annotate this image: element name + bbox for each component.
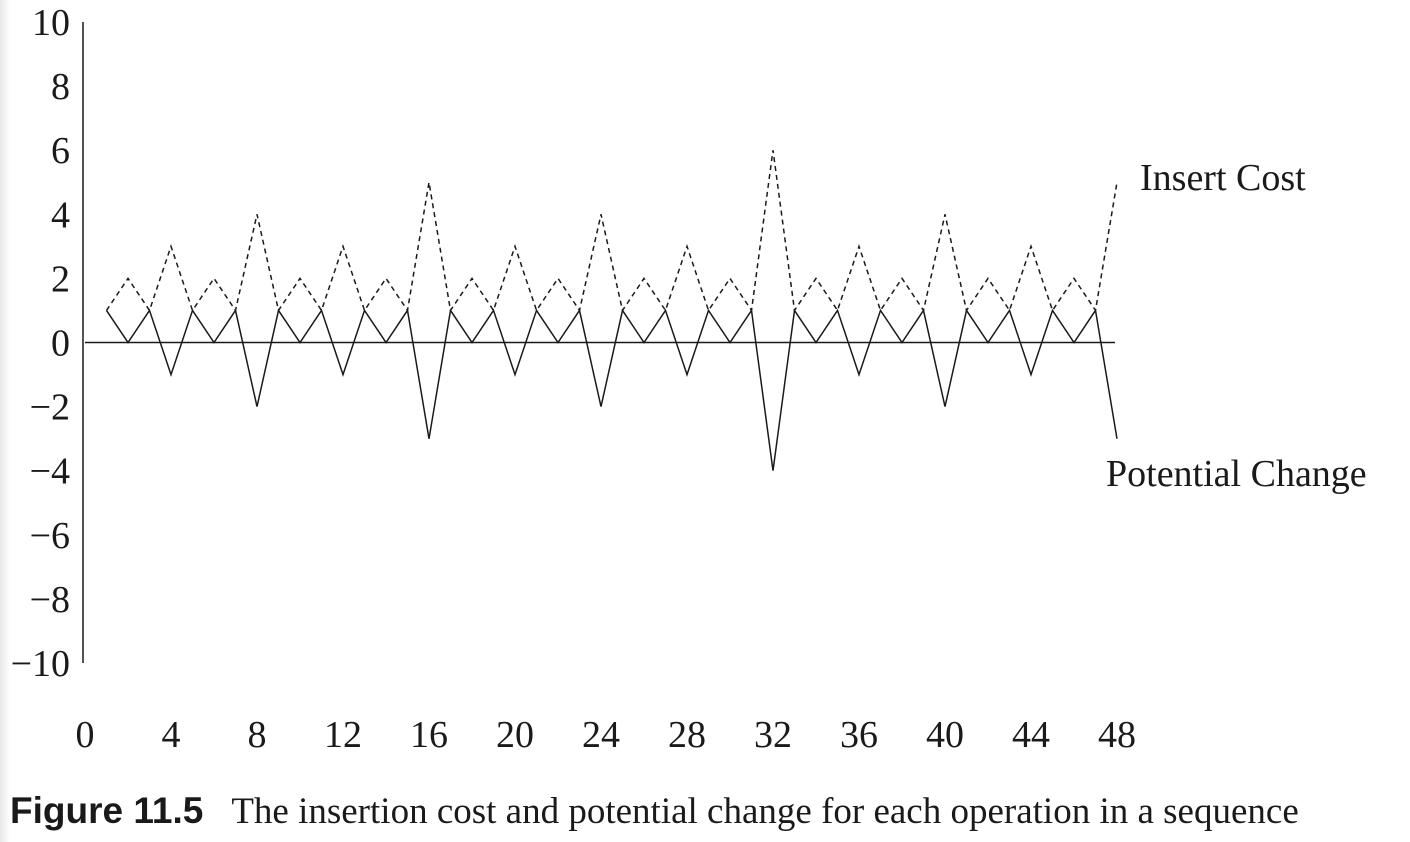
- x-tick-label: 40: [926, 714, 964, 756]
- caption-text: The insertion cost and potential change …: [231, 791, 1299, 832]
- x-tick-label: 0: [76, 714, 95, 756]
- series-line-insert-cost: [105, 150, 1118, 313]
- x-tick-label: 4: [162, 714, 181, 756]
- x-tick-label: 16: [410, 714, 448, 756]
- y-tick-labels: 10 8 6 4 2 0 −2 −4 −6 −8 −10: [11, 2, 70, 685]
- series-label-insert-cost: Insert Cost: [1140, 157, 1306, 199]
- y-tick-label: −8: [30, 579, 70, 621]
- x-tick-labels: 0 4 8 12 16 20 24 28 32 36 40 44 48: [76, 714, 1137, 756]
- x-tick-label: 20: [496, 714, 534, 756]
- x-tick-label: 36: [840, 714, 878, 756]
- series-lines: [105, 150, 1118, 471]
- axes: [82, 22, 1115, 663]
- y-tick-label: 6: [51, 130, 70, 172]
- y-tick-label: 4: [51, 194, 70, 236]
- y-tick-label: −10: [11, 643, 70, 685]
- y-tick-label: −6: [30, 515, 70, 557]
- x-tick-label: 8: [248, 714, 267, 756]
- x-tick-label: 12: [324, 714, 362, 756]
- x-tick-label: 44: [1012, 714, 1050, 756]
- y-tick-label: 0: [51, 323, 70, 365]
- figure-number: Figure 11.5: [10, 790, 204, 831]
- y-tick-label: −2: [30, 387, 70, 429]
- figure-caption: Figure 11.5 The insertion cost and potent…: [10, 790, 1299, 833]
- page-edge-shade: [0, 0, 10, 842]
- y-tick-label: 8: [51, 66, 70, 108]
- series-line-potential-change: [105, 308, 1118, 471]
- x-tick-label: 48: [1098, 714, 1136, 756]
- x-tick-label: 32: [754, 714, 792, 756]
- series-label-potential-change: Potential Change: [1106, 453, 1367, 495]
- y-tick-label: 2: [51, 258, 70, 300]
- y-tick-label: 10: [32, 2, 70, 44]
- x-tick-label: 28: [668, 714, 706, 756]
- x-tick-label: 24: [582, 714, 620, 756]
- y-tick-label: −4: [30, 451, 70, 493]
